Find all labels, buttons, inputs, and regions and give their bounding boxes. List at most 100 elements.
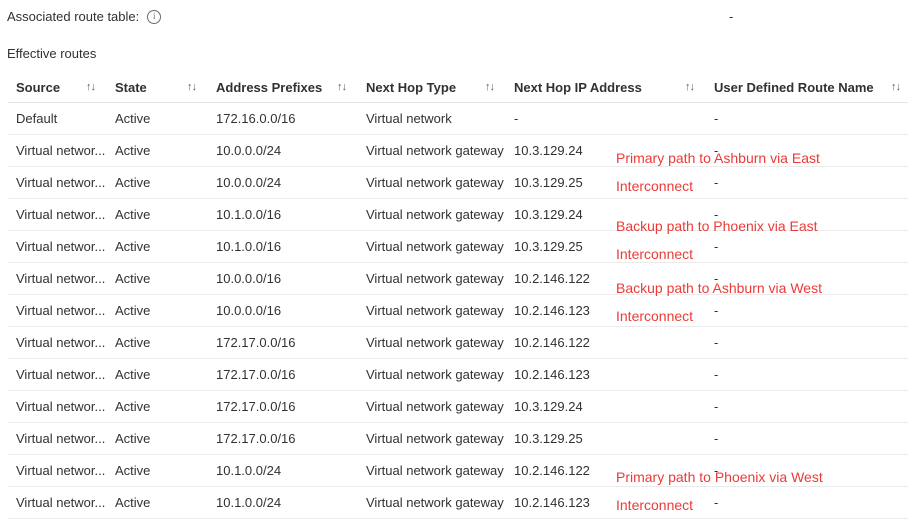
column-header-address-prefixes[interactable]: Address Prefixes ↑↓ bbox=[216, 80, 366, 95]
cell-udr-name: - bbox=[714, 207, 719, 222]
column-header-label: Source bbox=[16, 79, 61, 95]
cell-state: Active bbox=[115, 335, 151, 350]
cell-address-prefix: 172.17.0.0/16 bbox=[216, 399, 296, 414]
cell-udr-name: - bbox=[714, 431, 719, 446]
cell-address-prefix: 10.0.0.0/16 bbox=[216, 303, 282, 318]
cell-state: Active bbox=[115, 239, 151, 254]
cell-address-prefix: 10.0.0.0/24 bbox=[216, 143, 282, 158]
column-header-label: Next Hop IP Address bbox=[514, 79, 642, 95]
cell-source: Virtual networ... bbox=[16, 239, 106, 254]
cell-next-hop-ip: 10.3.129.24 bbox=[514, 143, 583, 158]
column-header-state[interactable]: State ↑↓ bbox=[115, 80, 216, 95]
table-row: Virtual networ... Active 10.1.0.0/16 Vir… bbox=[8, 199, 908, 231]
cell-udr-name: - bbox=[714, 367, 719, 382]
cell-state: Active bbox=[115, 271, 151, 286]
cell-next-hop-type: Virtual network gateway bbox=[366, 207, 504, 222]
cell-address-prefix: 10.1.0.0/24 bbox=[216, 495, 282, 510]
column-header-next-hop-type[interactable]: Next Hop Type ↑↓ bbox=[366, 80, 514, 95]
cell-next-hop-ip: - bbox=[514, 111, 519, 126]
table-row: Default Active 172.16.0.0/16 Virtual net… bbox=[8, 103, 908, 135]
sort-arrows-icon[interactable]: ↑↓ bbox=[891, 81, 901, 93]
cell-next-hop-ip: 10.3.129.24 bbox=[514, 399, 583, 414]
sort-arrows-icon[interactable]: ↑↓ bbox=[685, 81, 695, 93]
table-row: Virtual networ... Active 10.1.0.0/24 Vir… bbox=[8, 455, 908, 487]
cell-state: Active bbox=[115, 367, 151, 382]
column-header-source[interactable]: Source ↑↓ bbox=[8, 80, 115, 95]
info-icon[interactable]: i bbox=[147, 9, 162, 24]
cell-next-hop-type: Virtual network gateway bbox=[366, 463, 504, 478]
cell-udr-name: - bbox=[714, 143, 719, 158]
table-header-row: Source ↑↓ State ↑↓ Address Prefixes ↑↓ N… bbox=[8, 72, 908, 103]
cell-state: Active bbox=[115, 207, 151, 222]
cell-udr-name: - bbox=[714, 111, 719, 126]
table-row: Virtual networ... Active 172.17.0.0/16 V… bbox=[8, 327, 908, 359]
table-row: Virtual networ... Active 172.17.0.0/16 V… bbox=[8, 423, 908, 455]
cell-next-hop-ip: 10.2.146.123 bbox=[514, 495, 590, 510]
cell-next-hop-type: Virtual network gateway bbox=[366, 431, 504, 446]
cell-source: Virtual networ... bbox=[16, 463, 106, 478]
column-header-label: Next Hop Type bbox=[366, 79, 457, 95]
sort-arrows-icon[interactable]: ↑↓ bbox=[485, 81, 495, 93]
cell-state: Active bbox=[115, 495, 151, 510]
table-row: Virtual networ... Active 10.1.0.0/16 Vir… bbox=[8, 231, 908, 263]
cell-next-hop-type: Virtual network gateway bbox=[366, 303, 504, 318]
cell-address-prefix: 172.17.0.0/16 bbox=[216, 367, 296, 382]
table-row: Virtual networ... Active 10.0.0.0/16 Vir… bbox=[8, 263, 908, 295]
cell-udr-name: - bbox=[714, 399, 719, 414]
table-row: Virtual networ... Active 172.17.0.0/16 V… bbox=[8, 359, 908, 391]
cell-address-prefix: 10.0.0.0/24 bbox=[216, 175, 282, 190]
cell-source: Virtual networ... bbox=[16, 399, 106, 414]
cell-next-hop-type: Virtual network bbox=[366, 111, 452, 126]
table-row: Virtual networ... Active 10.0.0.0/24 Vir… bbox=[8, 167, 908, 199]
cell-udr-name: - bbox=[714, 495, 719, 510]
cell-next-hop-ip: 10.2.146.122 bbox=[514, 463, 590, 478]
cell-address-prefix: 172.16.0.0/16 bbox=[216, 111, 296, 126]
cell-next-hop-ip: 10.3.129.25 bbox=[514, 239, 583, 254]
cell-udr-name: - bbox=[714, 175, 719, 190]
cell-next-hop-type: Virtual network gateway bbox=[366, 271, 504, 286]
cell-next-hop-ip: 10.2.146.122 bbox=[514, 335, 590, 350]
associated-route-table-row: Associated route table: i bbox=[7, 9, 162, 24]
cell-state: Active bbox=[115, 463, 151, 478]
cell-source: Default bbox=[16, 111, 58, 126]
cell-next-hop-ip: 10.3.129.25 bbox=[514, 175, 583, 190]
table-row: Virtual networ... Active 10.0.0.0/16 Vir… bbox=[8, 295, 908, 327]
table-row: Virtual networ... Active 172.17.0.0/16 V… bbox=[8, 391, 908, 423]
cell-next-hop-ip: 10.2.146.122 bbox=[514, 271, 590, 286]
cell-udr-name: - bbox=[714, 271, 719, 286]
column-header-udr-name[interactable]: User Defined Route Name ↑↓ bbox=[714, 80, 908, 95]
cell-udr-name: - bbox=[714, 463, 719, 478]
cell-next-hop-type: Virtual network gateway bbox=[366, 143, 504, 158]
cell-next-hop-type: Virtual network gateway bbox=[366, 399, 504, 414]
cell-next-hop-type: Virtual network gateway bbox=[366, 495, 504, 510]
cell-next-hop-ip: 10.2.146.123 bbox=[514, 303, 590, 318]
cell-next-hop-type: Virtual network gateway bbox=[366, 335, 504, 350]
column-header-next-hop-ip[interactable]: Next Hop IP Address ↑↓ bbox=[514, 80, 714, 95]
cell-source: Virtual networ... bbox=[16, 175, 106, 190]
sort-arrows-icon[interactable]: ↑↓ bbox=[86, 81, 96, 93]
cell-source: Virtual networ... bbox=[16, 367, 106, 382]
cell-state: Active bbox=[115, 111, 151, 126]
cell-address-prefix: 10.0.0.0/16 bbox=[216, 271, 282, 286]
cell-state: Active bbox=[115, 175, 151, 190]
cell-udr-name: - bbox=[714, 239, 719, 254]
table-row: Virtual networ... Active 10.0.0.0/24 Vir… bbox=[8, 135, 908, 167]
cell-next-hop-type: Virtual network gateway bbox=[366, 175, 504, 190]
column-header-label: Address Prefixes bbox=[216, 79, 323, 95]
routes-table-body: Default Active 172.16.0.0/16 Virtual net… bbox=[8, 103, 908, 519]
cell-source: Virtual networ... bbox=[16, 271, 106, 286]
cell-address-prefix: 172.17.0.0/16 bbox=[216, 335, 296, 350]
cell-source: Virtual networ... bbox=[16, 335, 106, 350]
cell-address-prefix: 10.1.0.0/24 bbox=[216, 463, 282, 478]
cell-state: Active bbox=[115, 399, 151, 414]
cell-state: Active bbox=[115, 143, 151, 158]
column-header-label: User Defined Route Name bbox=[714, 79, 874, 95]
table-row: Virtual networ... Active 10.1.0.0/24 Vir… bbox=[8, 487, 908, 519]
sort-arrows-icon[interactable]: ↑↓ bbox=[337, 81, 347, 93]
section-title: Effective routes bbox=[7, 46, 97, 61]
cell-next-hop-ip: 10.3.129.25 bbox=[514, 431, 583, 446]
cell-source: Virtual networ... bbox=[16, 495, 106, 510]
sort-arrows-icon[interactable]: ↑↓ bbox=[187, 81, 197, 93]
cell-state: Active bbox=[115, 303, 151, 318]
cell-source: Virtual networ... bbox=[16, 431, 106, 446]
